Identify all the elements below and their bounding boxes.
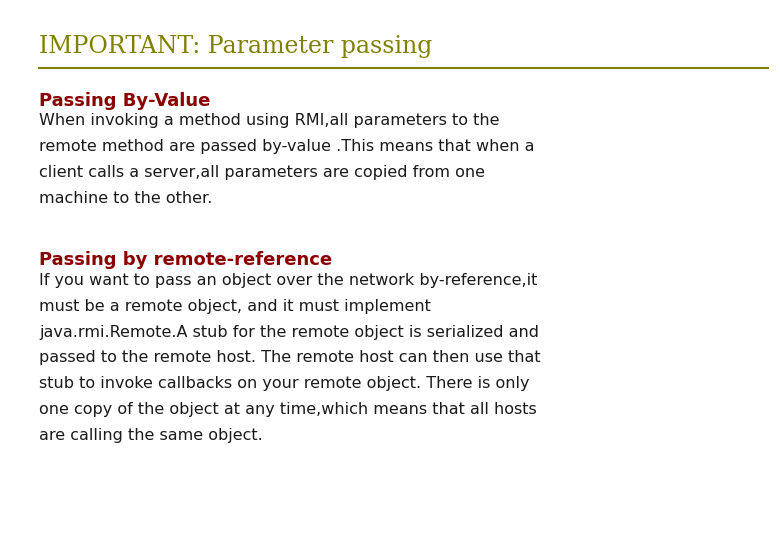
Text: Passing by remote-reference: Passing by remote-reference	[39, 251, 332, 269]
Text: When invoking a method using RMI,all parameters to the: When invoking a method using RMI,all par…	[39, 113, 499, 129]
Text: If you want to pass an object over the network by-reference,it: If you want to pass an object over the n…	[39, 273, 537, 288]
Text: one copy of the object at any time,which means that all hosts: one copy of the object at any time,which…	[39, 402, 537, 417]
Text: passed to the remote host. The remote host can then use that: passed to the remote host. The remote ho…	[39, 350, 541, 366]
Text: IMPORTANT: Parameter passing: IMPORTANT: Parameter passing	[39, 35, 432, 58]
Text: are calling the same object.: are calling the same object.	[39, 428, 263, 443]
Text: machine to the other.: machine to the other.	[39, 191, 212, 206]
Text: client calls a server,all parameters are copied from one: client calls a server,all parameters are…	[39, 165, 485, 180]
Text: java.rmi.Remote.A stub for the remote object is serialized and: java.rmi.Remote.A stub for the remote ob…	[39, 325, 539, 340]
Text: must be a remote object, and it must implement: must be a remote object, and it must imp…	[39, 299, 431, 314]
Text: stub to invoke callbacks on your remote object. There is only: stub to invoke callbacks on your remote …	[39, 376, 530, 392]
Text: Passing By-Value: Passing By-Value	[39, 92, 211, 110]
Text: remote method are passed by-value .This means that when a: remote method are passed by-value .This …	[39, 139, 534, 154]
